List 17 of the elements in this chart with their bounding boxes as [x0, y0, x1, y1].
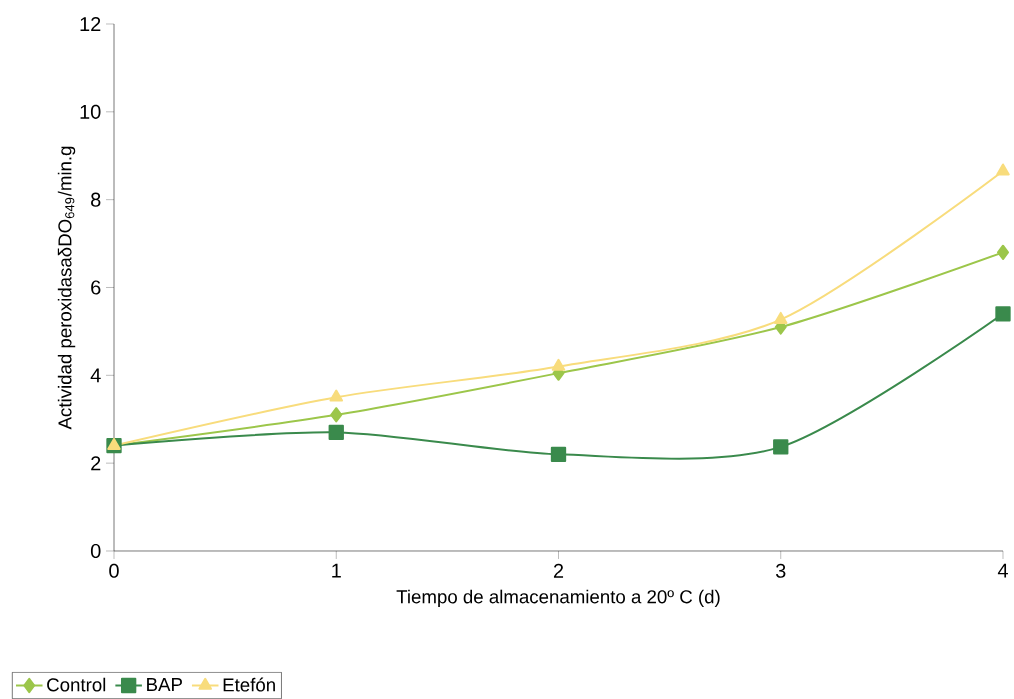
x-tick-label: 4	[997, 563, 1008, 578]
y-tick-label: 2	[91, 456, 101, 471]
x-tick-label: 3	[775, 563, 786, 578]
y-axis-title: Actividad peroxidasaδDO$_{649}$/min.g	[57, 146, 76, 430]
y-tick-label: 6	[91, 280, 101, 295]
y-tick-label: 0	[90, 543, 101, 559]
y-tick-label: 8	[91, 192, 101, 207]
y-tick-label: 4	[90, 368, 101, 383]
legend-label: Control	[47, 677, 106, 692]
y-tick-label: 10	[80, 104, 101, 119]
x-tick-label: 2	[553, 563, 564, 578]
x-tick-label: 0	[109, 563, 119, 578]
y-tick-label: 12	[80, 17, 101, 31]
legend-label: BAP	[147, 678, 182, 691]
legend-label: Etefón	[223, 677, 275, 692]
x-axis-title: Tiempo de almacenamiento a 20º C (d)	[396, 589, 720, 608]
x-tick-label: 1	[332, 563, 341, 578]
